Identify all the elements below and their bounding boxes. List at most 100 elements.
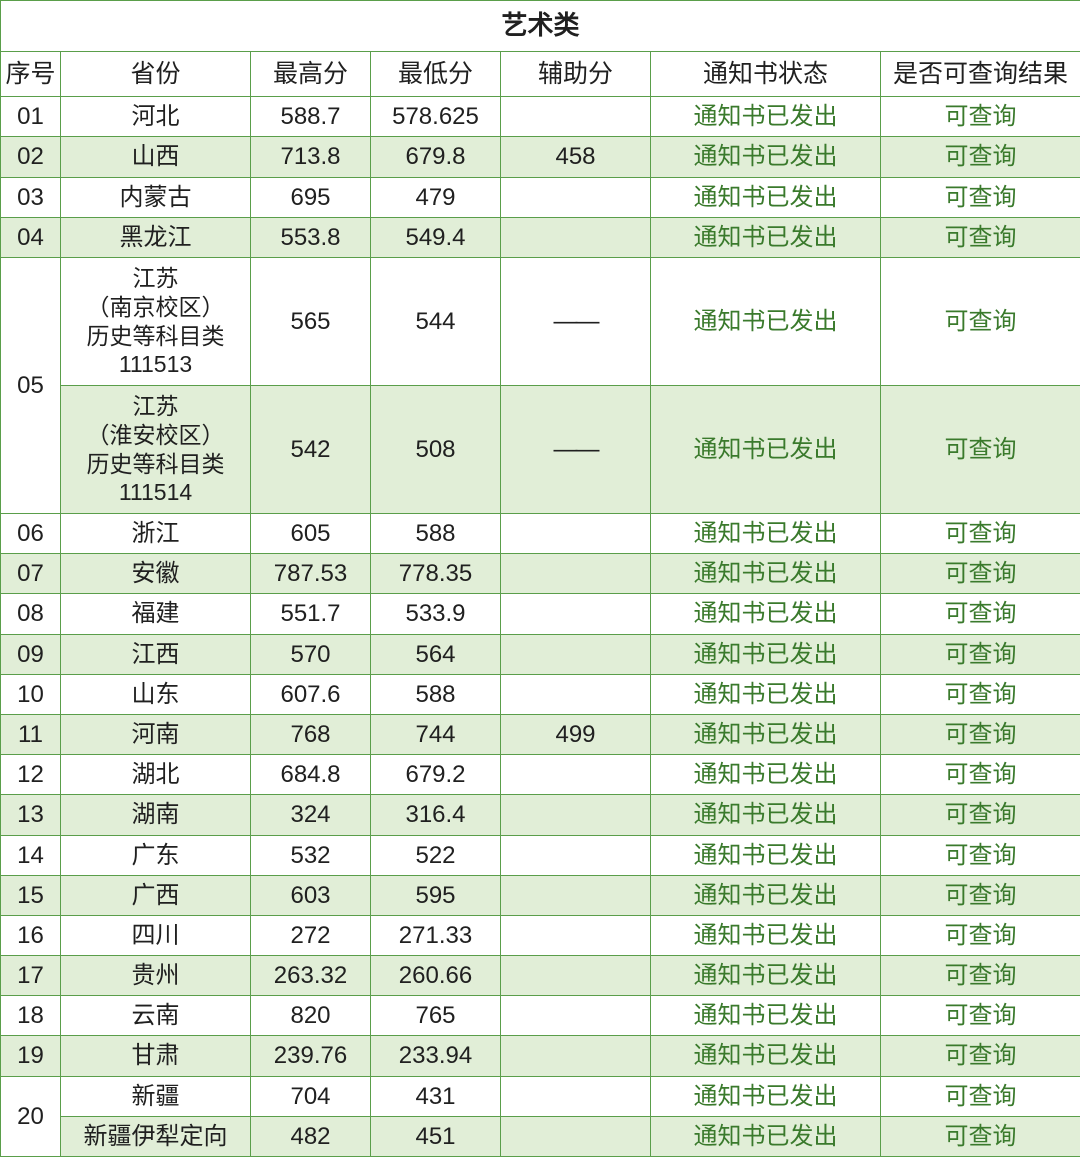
cell-seq: 20 xyxy=(1,1076,61,1156)
table-title: 艺术类 xyxy=(1,1,1080,52)
cell-max: 684.8 xyxy=(251,755,371,795)
cell-min: 544 xyxy=(371,258,501,386)
prov-line: 111514 xyxy=(119,479,192,505)
cell-max: 532 xyxy=(251,835,371,875)
cell-min: 431 xyxy=(371,1076,501,1116)
cell-province: 黑龙江 xyxy=(61,217,251,257)
cell-province: 广东 xyxy=(61,835,251,875)
table-row: 10山东607.6588通知书已发出可查询 xyxy=(1,674,1080,714)
table-row: 18云南820765通知书已发出可查询 xyxy=(1,996,1080,1036)
cell-status: 通知书已发出 xyxy=(651,594,881,634)
cell-province: 河南 xyxy=(61,714,251,754)
cell-aux xyxy=(501,554,651,594)
cell-aux xyxy=(501,875,651,915)
cell-min: 549.4 xyxy=(371,217,501,257)
cell-status: 通知书已发出 xyxy=(651,915,881,955)
cell-min: 564 xyxy=(371,634,501,674)
cell-aux: 499 xyxy=(501,714,651,754)
cell-seq: 10 xyxy=(1,674,61,714)
cell-status: 通知书已发出 xyxy=(651,755,881,795)
cell-query: 可查询 xyxy=(881,514,1080,554)
table-row: 16四川272271.33通知书已发出可查询 xyxy=(1,915,1080,955)
cell-max: 570 xyxy=(251,634,371,674)
cell-seq: 19 xyxy=(1,1036,61,1076)
cell-aux xyxy=(501,1036,651,1076)
cell-query: 可查询 xyxy=(881,97,1080,137)
cell-aux: —— xyxy=(501,258,651,386)
cell-aux xyxy=(501,217,651,257)
col-header-aux: 辅助分 xyxy=(501,51,651,97)
col-header-min: 最低分 xyxy=(371,51,501,97)
cell-query: 可查询 xyxy=(881,594,1080,634)
cell-status: 通知书已发出 xyxy=(651,554,881,594)
cell-min: 765 xyxy=(371,996,501,1036)
cell-province: 湖北 xyxy=(61,755,251,795)
cell-max: 695 xyxy=(251,177,371,217)
table-title-row: 艺术类 xyxy=(1,1,1080,52)
cell-status: 通知书已发出 xyxy=(651,634,881,674)
cell-seq: 07 xyxy=(1,554,61,594)
cell-max: 565 xyxy=(251,258,371,386)
cell-max: 324 xyxy=(251,795,371,835)
prov-line: 江苏 xyxy=(133,265,179,291)
cell-query: 可查询 xyxy=(881,177,1080,217)
cell-query: 可查询 xyxy=(881,1116,1080,1156)
cell-seq: 04 xyxy=(1,217,61,257)
cell-query: 可查询 xyxy=(881,915,1080,955)
prov-line: 历史等科目类 xyxy=(87,451,225,477)
cell-province: 山西 xyxy=(61,137,251,177)
cell-seq: 11 xyxy=(1,714,61,754)
cell-status: 通知书已发出 xyxy=(651,97,881,137)
cell-min: 479 xyxy=(371,177,501,217)
cell-status: 通知书已发出 xyxy=(651,714,881,754)
cell-max: 603 xyxy=(251,875,371,915)
col-header-query: 是否可查询结果 xyxy=(881,51,1080,97)
cell-query: 可查询 xyxy=(881,835,1080,875)
cell-province: 江苏 （南京校区） 历史等科目类 111513 xyxy=(61,258,251,386)
cell-province: 湖南 xyxy=(61,795,251,835)
cell-seq: 17 xyxy=(1,956,61,996)
cell-province: 河北 xyxy=(61,97,251,137)
cell-seq: 14 xyxy=(1,835,61,875)
cell-aux xyxy=(501,915,651,955)
cell-aux xyxy=(501,835,651,875)
cell-query: 可查询 xyxy=(881,755,1080,795)
cell-max: 542 xyxy=(251,386,371,514)
cell-query: 可查询 xyxy=(881,714,1080,754)
cell-status: 通知书已发出 xyxy=(651,137,881,177)
prov-line: （南京校区） xyxy=(87,294,225,320)
cell-query: 可查询 xyxy=(881,674,1080,714)
cell-query: 可查询 xyxy=(881,1076,1080,1116)
cell-min: 778.35 xyxy=(371,554,501,594)
cell-province: 安徽 xyxy=(61,554,251,594)
admission-table-wrapper: 艺术类 序号 省份 最高分 最低分 辅助分 通知书状态 是否可查询结果 01河北… xyxy=(0,0,1080,1157)
cell-max: 607.6 xyxy=(251,674,371,714)
cell-status: 通知书已发出 xyxy=(651,217,881,257)
cell-max: 588.7 xyxy=(251,97,371,137)
cell-province: 内蒙古 xyxy=(61,177,251,217)
cell-max: 768 xyxy=(251,714,371,754)
table-row: 20 新疆 704 431 通知书已发出 可查询 xyxy=(1,1076,1080,1116)
cell-query: 可查询 xyxy=(881,554,1080,594)
cell-status: 通知书已发出 xyxy=(651,258,881,386)
col-header-max: 最高分 xyxy=(251,51,371,97)
table-row: 14广东532522通知书已发出可查询 xyxy=(1,835,1080,875)
cell-min: 588 xyxy=(371,674,501,714)
cell-province: 浙江 xyxy=(61,514,251,554)
col-header-province: 省份 xyxy=(61,51,251,97)
cell-status: 通知书已发出 xyxy=(651,1036,881,1076)
cell-query: 可查询 xyxy=(881,386,1080,514)
cell-status: 通知书已发出 xyxy=(651,875,881,915)
cell-max: 713.8 xyxy=(251,137,371,177)
cell-aux xyxy=(501,956,651,996)
cell-query: 可查询 xyxy=(881,956,1080,996)
cell-status: 通知书已发出 xyxy=(651,996,881,1036)
cell-query: 可查询 xyxy=(881,795,1080,835)
cell-status: 通知书已发出 xyxy=(651,177,881,217)
col-header-seq: 序号 xyxy=(1,51,61,97)
cell-min: 508 xyxy=(371,386,501,514)
table-row: 08福建551.7533.9通知书已发出可查询 xyxy=(1,594,1080,634)
cell-max: 605 xyxy=(251,514,371,554)
prov-line: 111513 xyxy=(119,351,192,377)
table-row: 01河北588.7578.625通知书已发出可查询 xyxy=(1,97,1080,137)
